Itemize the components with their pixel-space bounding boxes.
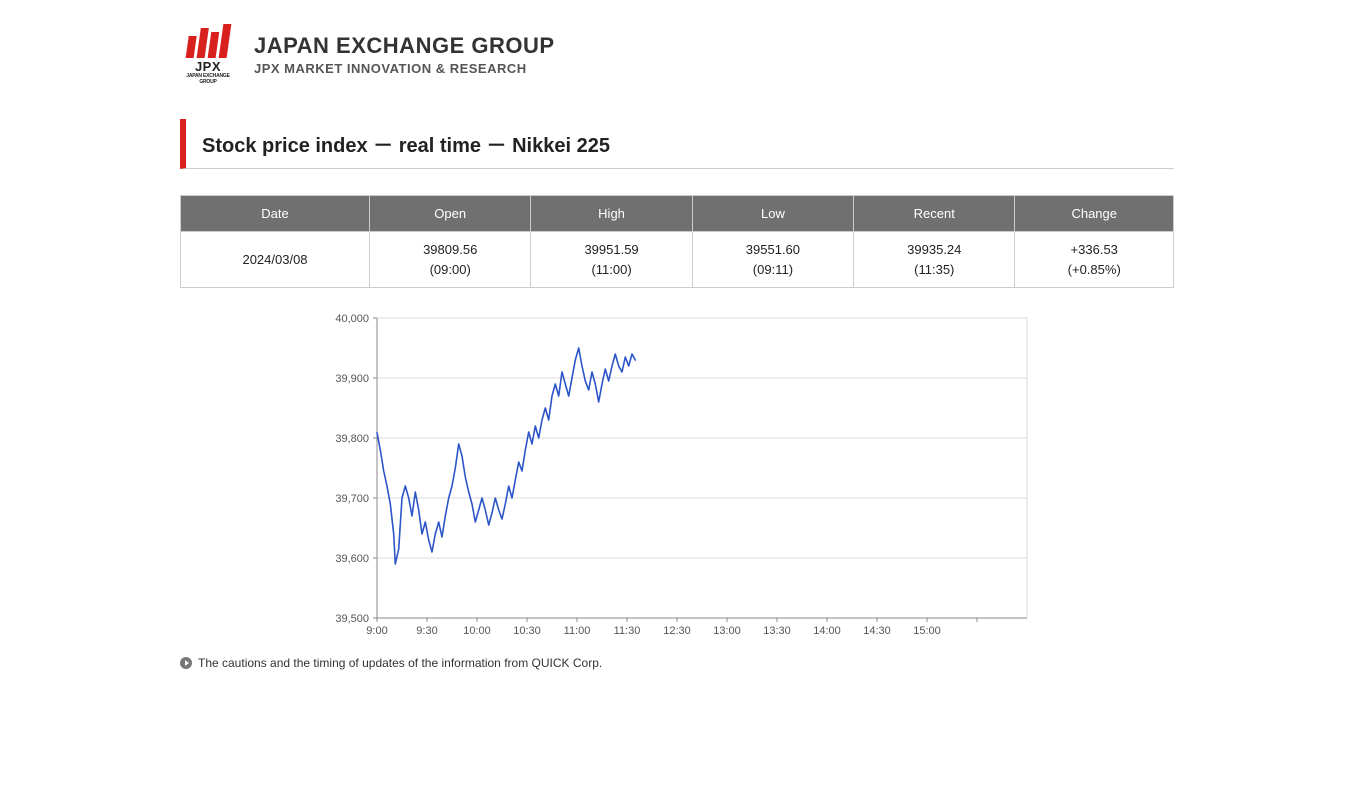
header-text: JAPAN EXCHANGE GROUP JPX MARKET INNOVATI… [254,33,555,76]
col-low: Low [692,196,853,232]
svg-text:13:30: 13:30 [763,625,791,637]
cell-recent: 39935.24 (11:35) [854,232,1015,288]
page-title: Stock price index － real time － Nikkei 2… [202,129,1174,158]
svg-text:9:30: 9:30 [416,625,437,637]
high-value: 39951.59 [584,242,638,257]
svg-text:39,800: 39,800 [335,433,369,445]
col-recent: Recent [854,196,1015,232]
cell-high: 39951.59 (11:00) [531,232,692,288]
svg-text:40,000: 40,000 [335,313,369,325]
low-time: (09:11) [753,262,793,277]
price-line-chart: 39,500 39,600 39,700 39,800 39,900 40,000 9:00… [317,308,1037,648]
svg-text:39,700: 39,700 [335,493,369,505]
cell-date: 2024/03/08 [181,232,370,288]
table-header-row: Date Open High Low Recent Change [181,196,1174,232]
recent-time: (11:35) [914,262,954,277]
svg-text:10:30: 10:30 [513,625,541,637]
svg-text:11:00: 11:00 [564,625,591,637]
svg-text:39,600: 39,600 [335,553,369,565]
change-pct: (+0.85%) [1068,262,1121,277]
price-summary-table: Date Open High Low Recent Change 2024/03… [180,195,1174,288]
site-header: JPX JAPAN EXCHANGE GROUP JAPAN EXCHANGE … [180,24,1174,85]
svg-text:12:30: 12:30 [663,625,691,637]
page-root: JPX JAPAN EXCHANGE GROUP JAPAN EXCHANGE … [0,0,1354,790]
open-time: (09:00) [430,262,471,277]
recent-value: 39935.24 [907,242,961,257]
svg-text:14:00: 14:00 [813,625,841,637]
col-open: Open [370,196,531,232]
svg-text:13:00: 13:00 [713,625,741,637]
col-date: Date [181,196,370,232]
logo-bars-icon [178,24,239,58]
table-row: 2024/03/08 39809.56 (09:00) 39951.59 (11… [181,232,1174,288]
high-time: (11:00) [591,262,631,277]
cell-low: 39551.60 (09:11) [692,232,853,288]
svg-text:14:30: 14:30 [863,625,891,637]
cell-change: +336.53 (+0.85%) [1015,232,1174,288]
page-title-block: Stock price index － real time － Nikkei 2… [180,119,1174,169]
chart-container: 39,500 39,600 39,700 39,800 39,900 40,000 9:00… [180,308,1174,648]
chevron-right-icon [180,657,192,669]
svg-text:10:00: 10:00 [463,625,491,637]
logo-label: JPX [180,60,236,73]
footnote-text: The cautions and the timing of updates o… [198,656,602,670]
svg-text:9:00: 9:00 [366,625,387,637]
col-high: High [531,196,692,232]
footnote[interactable]: The cautions and the timing of updates o… [180,656,1174,670]
org-subtitle: JPX MARKET INNOVATION & RESEARCH [254,61,555,76]
svg-text:15:00: 15:00 [913,625,941,637]
jpx-logo: JPX JAPAN EXCHANGE GROUP [180,24,236,85]
svg-text:39,500: 39,500 [335,613,369,625]
logo-sublabel: JAPAN EXCHANGE GROUP [180,73,236,85]
cell-open: 39809.56 (09:00) [370,232,531,288]
open-value: 39809.56 [423,242,477,257]
svg-text:11:30: 11:30 [614,625,641,637]
col-change: Change [1015,196,1174,232]
low-value: 39551.60 [746,242,800,257]
svg-text:39,900: 39,900 [335,373,369,385]
org-title: JAPAN EXCHANGE GROUP [254,33,555,59]
change-value: +336.53 [1071,242,1118,257]
